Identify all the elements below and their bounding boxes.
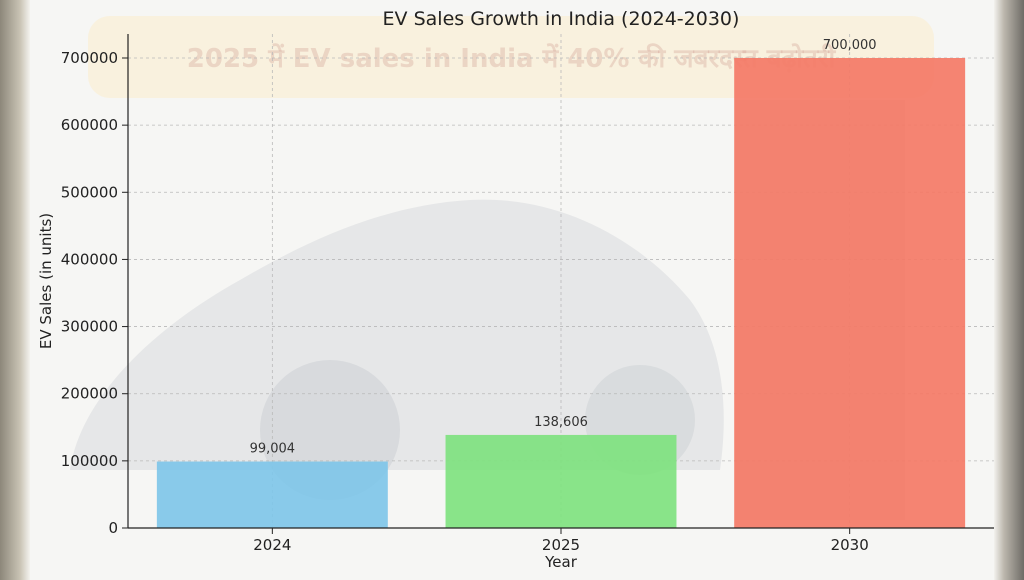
- y-tick-label: 600000: [61, 116, 118, 134]
- data-label: 138,606: [534, 415, 588, 430]
- y-tick-label: 100000: [61, 452, 118, 470]
- data-label: 99,004: [250, 442, 296, 457]
- bar-2025: [445, 434, 677, 528]
- bar-2024: [156, 461, 388, 528]
- y-tick-label: 0: [108, 519, 118, 537]
- x-tick-label: 2024: [253, 536, 291, 554]
- x-tick-label: 2030: [831, 536, 869, 554]
- bar-2030: [734, 58, 966, 528]
- y-tick-label: 700000: [61, 49, 118, 67]
- y-tick-label: 400000: [61, 250, 118, 268]
- labels: 0 100000 200000 300000 400000 500000 600000 700…: [61, 38, 877, 554]
- chart-title: EV Sales Growth in India (2024-2030): [383, 8, 740, 30]
- y-tick-label: 500000: [61, 183, 118, 201]
- y-tick-label: 300000: [61, 318, 118, 336]
- y-tick-label: 200000: [61, 385, 118, 403]
- bars: [156, 58, 966, 528]
- x-tick-label: 2025: [542, 536, 580, 554]
- x-axis-title: Year: [544, 553, 578, 571]
- data-label: 700,000: [823, 38, 877, 53]
- y-axis-title: EV Sales (in units): [37, 213, 55, 349]
- headline-banner-text: 2025 में EV sales in India में 40% की जब…: [186, 44, 836, 74]
